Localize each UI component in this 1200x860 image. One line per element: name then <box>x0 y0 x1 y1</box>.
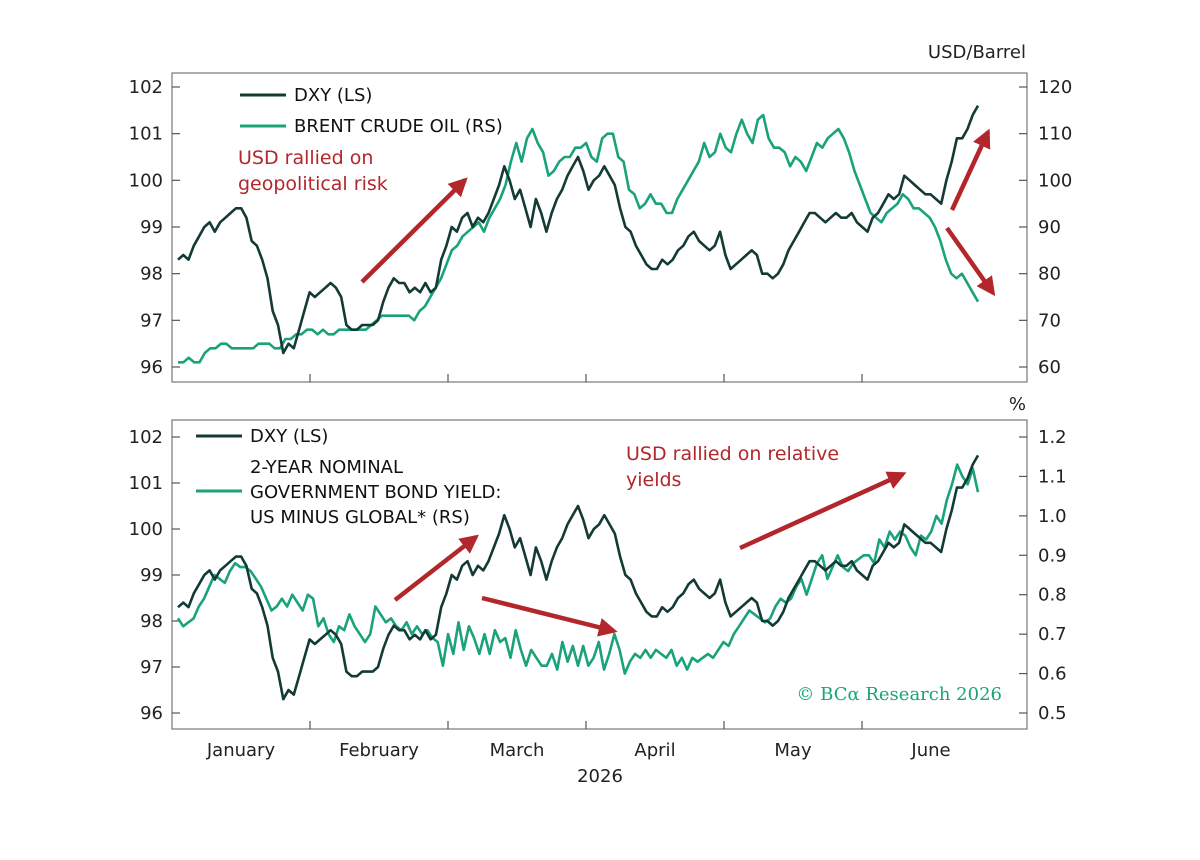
series-line-green <box>176 463 980 675</box>
top-annotation-line2: geopolitical risk <box>238 173 388 195</box>
top-panel: 102 101 100 99 98 97 96 120 110 100 90 80 70 60 USD/… <box>129 42 1072 383</box>
top-right-axis-unit: USD/Barrel <box>928 42 1026 63</box>
right-tick-label: 1.0 <box>1038 506 1067 527</box>
top-arrow-oil-down <box>945 226 996 297</box>
right-tick-label: 70 <box>1038 310 1061 331</box>
right-tick-label: 110 <box>1038 124 1072 145</box>
series-line-green <box>178 113 980 364</box>
bottom-right-axis-unit: % <box>1009 394 1026 415</box>
left-tick-label: 100 <box>129 519 163 540</box>
left-tick-label: 98 <box>140 611 163 632</box>
credit-text: © BCα Research 2026 <box>796 684 1002 705</box>
left-tick-label: 102 <box>129 427 163 448</box>
bottom-annotation-line2: yields <box>626 469 681 491</box>
bottom-panel: 102 101 100 99 98 97 96 1.2 1.1 1.0 0.9 0.8 0.7 0.6 0… <box>129 394 1067 730</box>
top-annotation-line1: USD rallied on <box>238 147 373 169</box>
right-tick-label: 90 <box>1038 217 1061 238</box>
bottom-arrow-yield-rise <box>739 471 907 551</box>
left-tick-label: 101 <box>129 124 163 145</box>
x-tick-label: June <box>910 740 950 761</box>
left-tick-label: 98 <box>140 264 163 285</box>
left-tick-label: 97 <box>140 657 163 678</box>
bottom-left-axis: 102 101 100 99 98 97 96 <box>129 427 180 724</box>
top-arrow-rise <box>360 177 468 284</box>
series-line-dxy <box>177 454 980 701</box>
bottom-annotation-line1: USD rallied on relative <box>626 443 839 465</box>
right-tick-label: 0.6 <box>1038 664 1067 685</box>
x-axis-year: 2026 <box>577 766 623 787</box>
left-tick-label: 96 <box>140 357 163 378</box>
bottom-right-axis: 1.2 1.1 1.0 0.9 0.8 0.7 0.6 0.5 <box>1019 427 1067 724</box>
x-tick-label: April <box>634 740 675 761</box>
bottom-legend-dxy: DXY (LS) <box>250 426 328 447</box>
right-tick-label: 0.9 <box>1038 545 1067 566</box>
right-tick-label: 0.8 <box>1038 585 1067 606</box>
left-tick-label: 100 <box>129 170 163 191</box>
right-tick-label: 120 <box>1038 77 1072 98</box>
top-legend-dxy: DXY (LS) <box>294 85 372 106</box>
x-tick-label: March <box>490 740 545 761</box>
bottom-series <box>176 454 980 701</box>
left-tick-label: 96 <box>140 703 163 724</box>
bottom-arrow-dxy-rise <box>393 534 479 602</box>
right-tick-label: 100 <box>1038 170 1072 191</box>
series-line-dxy <box>177 105 980 355</box>
top-arrow-dxy-up <box>949 128 991 211</box>
top-right-axis: 120 110 100 90 80 70 60 <box>1019 77 1072 378</box>
right-tick-label: 0.5 <box>1038 703 1067 724</box>
right-tick-label: 60 <box>1038 357 1061 378</box>
x-tick-label: January <box>206 740 276 761</box>
left-tick-label: 99 <box>140 565 163 586</box>
right-tick-label: 1.2 <box>1038 427 1067 448</box>
right-tick-label: 0.7 <box>1038 624 1067 645</box>
left-tick-label: 101 <box>129 473 163 494</box>
left-tick-label: 99 <box>140 217 163 238</box>
top-series <box>177 105 980 364</box>
bottom-legend-yield-line1: 2-YEAR NOMINAL <box>250 457 403 478</box>
bottom-legend-yield-line2: GOVERNMENT BOND YIELD: <box>250 482 501 503</box>
x-axis: January February March April May June <box>206 374 951 761</box>
top-left-axis: 102 101 100 99 98 97 96 <box>129 77 180 378</box>
right-tick-label: 80 <box>1038 264 1061 285</box>
x-tick-label: May <box>774 740 812 761</box>
bottom-arrow-yield-fall <box>481 595 618 637</box>
top-legend-brent: BRENT CRUDE OIL (RS) <box>294 116 503 137</box>
left-tick-label: 97 <box>140 310 163 331</box>
left-tick-label: 102 <box>129 77 163 98</box>
x-tick-label: February <box>339 740 419 761</box>
bottom-legend-yield-line3: US MINUS GLOBAL* (RS) <box>250 507 470 528</box>
right-tick-label: 1.1 <box>1038 466 1067 487</box>
